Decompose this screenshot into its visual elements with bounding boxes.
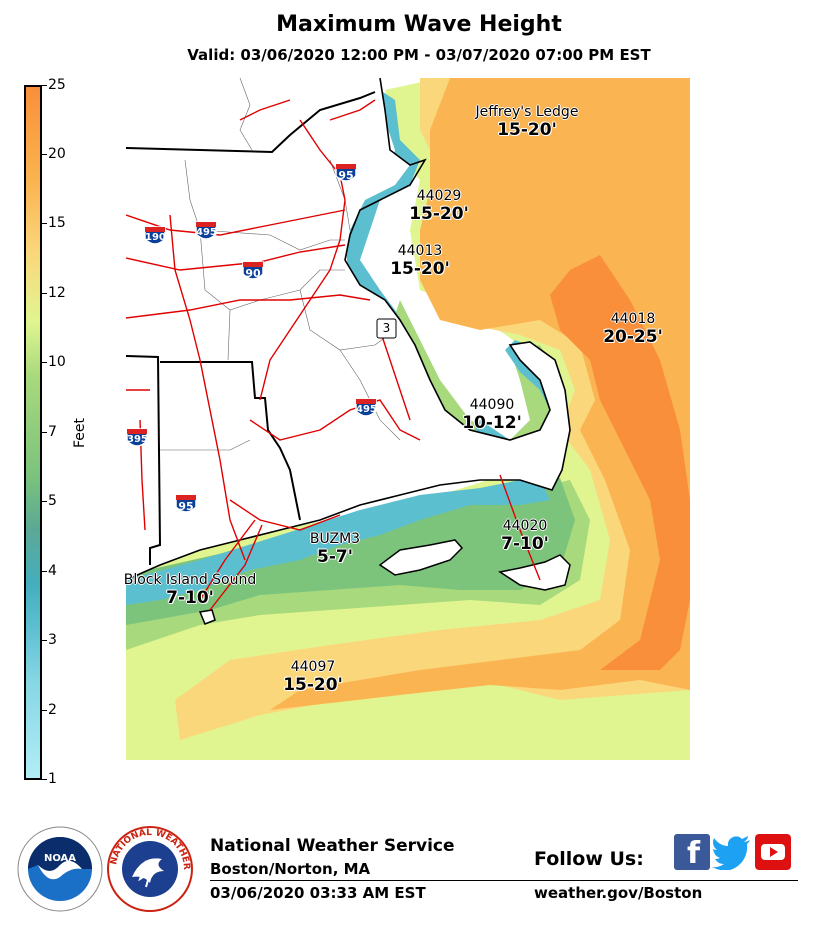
interstate-shield-icon [144,226,166,245]
location-label: 44029 15-20' [409,188,469,224]
office-name: Boston/Norton, MA [210,860,371,878]
land [126,78,570,580]
agency-name: National Weather Service [210,836,455,856]
wave-band-shallow [126,480,550,605]
interstate-shield-icon [335,163,357,182]
colorbar-tick: 5 [48,493,57,509]
location-label: Block Island Sound 7-10' [123,572,257,608]
location-label: Jeffrey's Ledge 15-20' [475,104,579,140]
highway-number: 90 [245,267,261,280]
facebook-icon[interactable]: f [674,834,710,871]
state-border [125,91,376,154]
highway-number: 395 [127,434,148,445]
coastline [125,77,571,581]
colorbar [24,85,42,780]
colorbar-tick: 7 [48,424,57,440]
colorbar-tick: 20 [48,146,66,162]
highways [125,99,541,611]
state-border [160,361,301,521]
location-label: 44090 10-12' [462,397,522,433]
state-border [125,355,162,565]
highway-number: 95 [338,169,354,182]
issued-time: 03/06/2020 03:33 AM EST [210,884,426,902]
location-label: 44097 15-20' [283,659,343,695]
interstate-shield-icon [126,428,148,447]
noaa-logo: NOAA [17,826,103,912]
colorbar-tick: 25 [48,77,66,93]
colorbar-tick: 4 [48,563,57,579]
footer-divider [210,880,798,881]
youtube-icon[interactable] [755,834,791,870]
highway-number: 190 [145,232,166,243]
block-island [198,609,216,625]
colorbar-tick: 12 [48,285,66,301]
wave-band-20-25 [550,255,690,670]
colorbar-tick: 15 [48,215,66,231]
nws-logo: NATIONAL WEATHER SERVICE [106,825,193,912]
interstate-shield-icon [195,221,217,240]
nantucket [498,554,571,591]
noaa-text: NOAA [44,853,76,864]
twitter-icon[interactable] [712,834,752,870]
state-route-shield-icon [376,318,397,339]
valid-time: Valid: 03/06/2020 12:00 PM - 03/07/2020 … [187,46,651,64]
location-label: 44018 20-25' [603,311,663,347]
interstate-shield-icon [355,398,377,417]
interstate-shield-icon [175,494,197,513]
highway-number: 495 [356,404,377,415]
marthas-vineyard [378,539,464,576]
wave-band-15-20 [270,78,690,710]
location-label: 44020 7-10' [501,518,549,554]
colorbar-tick: 10 [48,354,66,370]
website-link[interactable]: weather.gov/Boston [534,884,703,902]
colorbar-tick: 1 [48,771,57,787]
colorbar-tick: 3 [48,632,57,648]
interstate-shield-icon [242,261,264,280]
highway-number: 3 [382,321,391,335]
highway-number: 495 [196,227,217,238]
follow-label: Follow Us: [534,848,644,870]
location-label: 44013 15-20' [390,243,450,279]
wave-band-5-7 [126,478,575,625]
colorbar-tick: 2 [48,702,57,718]
highway-number: 95 [178,500,194,513]
location-label: BUZM3 5-7' [309,531,361,567]
map-title: Maximum Wave Height [276,12,562,37]
